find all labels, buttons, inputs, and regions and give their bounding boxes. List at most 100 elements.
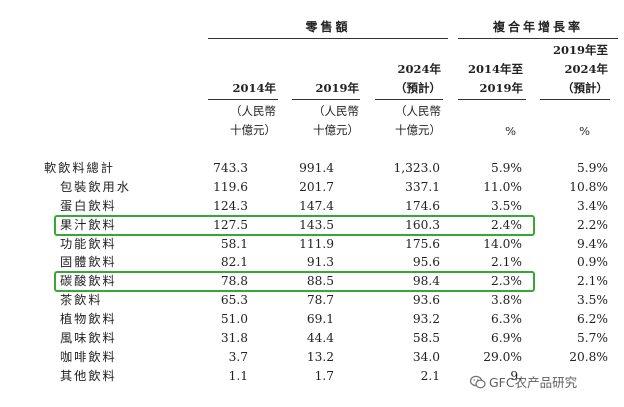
cell-cagr2: 2.2% xyxy=(577,217,608,232)
cell-cagr2: 3.4% xyxy=(577,198,608,213)
cell-v2014: 82.1 xyxy=(220,255,248,270)
cell-v2024: 174.6 xyxy=(405,198,440,213)
column-header-cagr-2019-2024-forecast: （預計） xyxy=(562,81,608,95)
cell-v2014: 78.8 xyxy=(220,274,248,289)
row-category: 風味飲料 xyxy=(60,331,117,346)
cell-v2019: 69.1 xyxy=(306,312,334,327)
watermark-text: GFC农产品研究 xyxy=(489,375,578,390)
cell-v2019: 78.7 xyxy=(306,293,334,308)
row-category: 茶飲料 xyxy=(60,293,103,308)
column-unit-cagr-2019-2024: % xyxy=(579,124,590,138)
column-header-cagr-2014-2019-line1: 2014年至 xyxy=(467,62,523,76)
column-header-cagr-2019-2024-line2: 2024年 xyxy=(564,62,608,76)
cell-cagr1: 29.0% xyxy=(483,349,522,364)
group-rule-cagr xyxy=(458,38,618,39)
row-category: 植物飲料 xyxy=(60,312,117,327)
cell-cagr1: 14.0% xyxy=(483,236,522,251)
column-rule-2019 xyxy=(292,99,360,100)
cell-v2014: 58.1 xyxy=(220,236,248,251)
column-unit-cagr-2014-2019: % xyxy=(505,124,516,138)
column-header-cagr-2014-2019-line2: 2019年 xyxy=(479,81,523,95)
column-rule-2024 xyxy=(375,99,443,100)
row-category: 其他飲料 xyxy=(60,368,117,383)
column-rule-cagr-2019-2024 xyxy=(540,99,610,100)
column-header-2019: 2019年 xyxy=(315,81,359,95)
cell-cagr2: 0.9% xyxy=(577,255,608,270)
row-category: 蛋白飲料 xyxy=(60,198,117,213)
cell-v2014: 65.3 xyxy=(220,293,248,308)
table-row: 茶飲料 65.3 78.7 93.6 3.8% 3.5% xyxy=(0,291,624,310)
cell-v2019: 44.4 xyxy=(306,331,334,346)
column-unit-2019-line2: 十億元） xyxy=(313,123,359,137)
cell-cagr1: 9. xyxy=(510,368,522,383)
cell-v2024: 175.6 xyxy=(405,236,440,251)
column-unit-2014-line2: 十億元） xyxy=(230,123,276,137)
cell-v2014: 127.5 xyxy=(213,217,248,232)
cell-v2014: 743.3 xyxy=(213,161,248,175)
row-category: 咖啡飲料 xyxy=(60,349,117,364)
highlight-box xyxy=(54,214,535,236)
cell-cagr1: 5.9% xyxy=(491,161,522,175)
row-category: 固體飲料 xyxy=(60,255,117,270)
cell-cagr1: 2.3% xyxy=(491,274,522,289)
cell-v2024: 93.2 xyxy=(412,312,440,327)
group-header-retail-sales: 零售額 xyxy=(305,20,351,34)
cell-v2019: 143.5 xyxy=(299,217,334,232)
cell-cagr1: 6.9% xyxy=(491,331,522,346)
table-row: 功能飲料 58.1 111.9 175.6 14.0% 9.4% xyxy=(0,235,624,254)
cell-cagr2: 2.1% xyxy=(577,274,608,289)
table-row: 咖啡飲料 3.7 13.2 34.0 29.0% 20.8% xyxy=(0,348,624,367)
cell-v2019: 201.7 xyxy=(299,179,334,194)
cell-cagr2: 6.2% xyxy=(577,312,608,327)
column-rule-cagr-2014-2019 xyxy=(458,99,526,100)
cell-v2024: 337.1 xyxy=(405,179,440,194)
table-row: 包裝飲用水 119.6 201.7 337.1 11.0% 10.8% xyxy=(0,178,624,197)
table-row: 固體飲料 82.1 91.3 95.6 2.1% 0.9% xyxy=(0,253,624,272)
cell-v2019: 13.2 xyxy=(306,349,334,364)
highlight-box xyxy=(54,271,535,293)
cell-cagr2: 5.7% xyxy=(577,331,608,346)
table-row: 蛋白飲料 124.3 147.4 174.6 3.5% 3.4% xyxy=(0,197,624,216)
cell-v2024: 160.3 xyxy=(405,217,440,232)
cell-v2019: 1.7 xyxy=(314,368,334,383)
table-row: 軟飲料總計 743.3 991.4 1,323.0 5.9% 5.9% xyxy=(0,159,624,178)
column-unit-2024-line1: （人民幣 xyxy=(395,104,441,118)
cell-v2019: 991.4 xyxy=(299,161,334,175)
watermark: GFC农产品研究 xyxy=(470,372,577,391)
cell-cagr2: 9.4% xyxy=(577,236,608,251)
row-category: 果汁飲料 xyxy=(60,217,117,232)
cell-v2014: 51.0 xyxy=(220,312,248,327)
cell-v2024: 95.6 xyxy=(412,255,440,270)
table-row: 果汁飲料 127.5 143.5 160.3 2.4% 2.2% xyxy=(0,216,624,235)
cell-v2024: 93.6 xyxy=(412,293,440,308)
cell-v2019: 111.9 xyxy=(299,236,334,251)
column-unit-2019-line1: （人民幣 xyxy=(313,104,359,118)
table-row: 植物飲料 51.0 69.1 93.2 6.3% 6.2% xyxy=(0,310,624,329)
cell-v2024: 58.5 xyxy=(412,331,440,346)
cell-cagr2: 10.8% xyxy=(569,179,608,194)
column-unit-2024-line2: 十億元） xyxy=(395,123,441,137)
column-header-2024-forecast: （預計） xyxy=(395,81,441,95)
table-row: 風味飲料 31.8 44.4 58.5 6.9% 5.7% xyxy=(0,329,624,348)
table-row: 碳酸飲料 78.8 88.5 98.4 2.3% 2.1% xyxy=(0,272,624,291)
cell-v2014: 124.3 xyxy=(213,198,248,213)
cell-cagr1: 2.1% xyxy=(491,255,522,270)
cell-v2014: 31.8 xyxy=(220,331,248,346)
column-rule-2014 xyxy=(208,99,278,100)
row-category: 軟飲料總計 xyxy=(44,161,115,175)
cell-cagr1: 6.3% xyxy=(491,312,522,327)
cell-v2014: 1.1 xyxy=(228,368,248,383)
cell-cagr1: 3.5% xyxy=(491,198,522,213)
table-row: 其他飲料 1.1 1.7 2.1 9. xyxy=(0,367,624,386)
cell-v2024: 2.1 xyxy=(420,368,440,383)
cell-v2014: 3.7 xyxy=(228,349,248,364)
group-rule-retail xyxy=(208,38,448,39)
cell-cagr1: 3.8% xyxy=(491,293,522,308)
cell-v2019: 91.3 xyxy=(306,255,334,270)
cell-cagr1: 11.0% xyxy=(483,179,522,194)
row-category: 包裝飲用水 xyxy=(60,179,131,194)
cell-v2019: 88.5 xyxy=(306,274,334,289)
column-header-cagr-2019-2024-line1: 2019年至 xyxy=(552,43,608,57)
group-header-cagr: 複合年增長率 xyxy=(492,20,583,34)
wechat-icon xyxy=(470,375,486,389)
